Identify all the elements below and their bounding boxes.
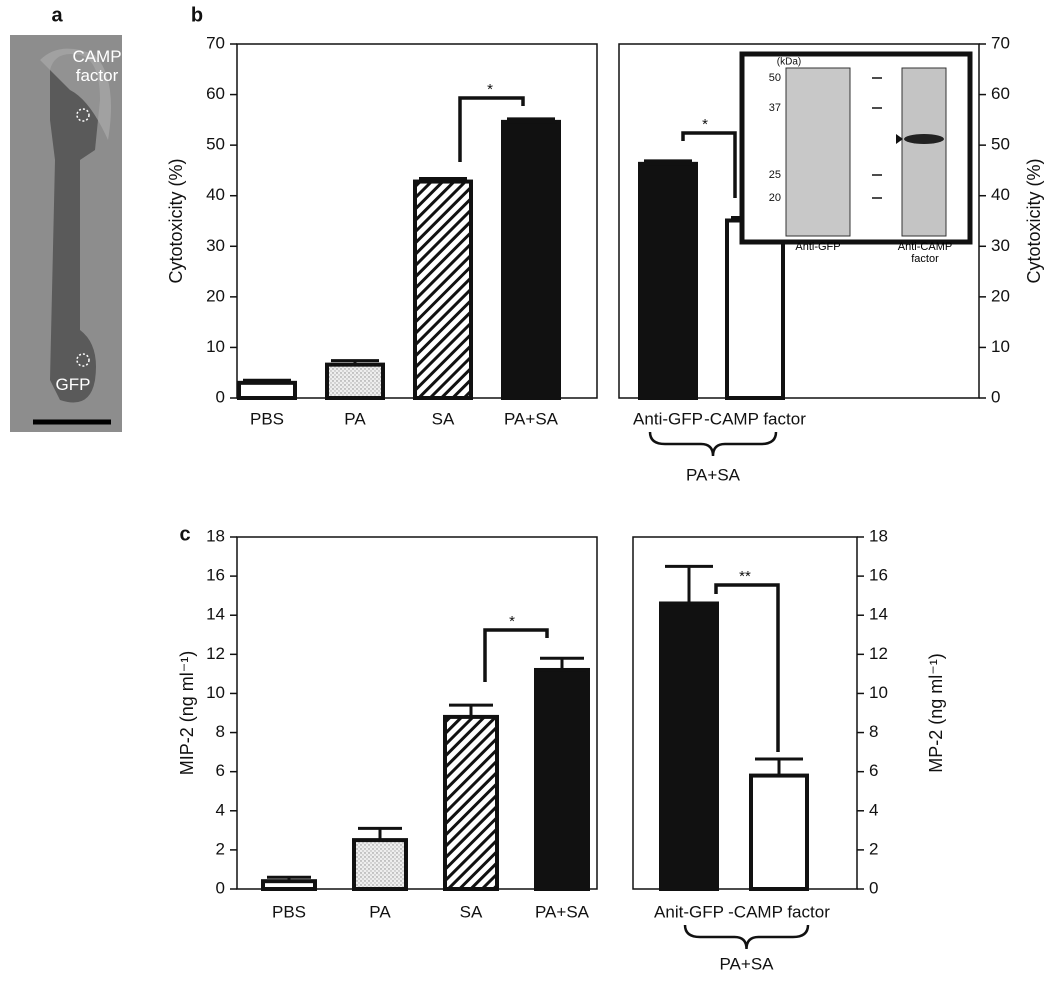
y-tick-label: 12 xyxy=(206,644,225,663)
bar xyxy=(501,119,561,400)
significance-bracket xyxy=(458,96,525,162)
bar xyxy=(352,838,408,891)
significance-bracket xyxy=(714,583,780,752)
significance-bracket xyxy=(483,628,549,682)
group-label: PA+SA xyxy=(686,465,741,484)
blot-lane xyxy=(785,67,851,237)
bar xyxy=(638,161,698,400)
blot-lane xyxy=(901,67,947,237)
bar xyxy=(413,179,473,400)
marker-label: 20 xyxy=(769,192,781,204)
y-tick-label: 0 xyxy=(869,878,878,897)
significance-label: * xyxy=(487,81,493,98)
significance-label: * xyxy=(509,613,515,630)
y-tick-label: 18 xyxy=(206,526,225,545)
marker-label: 37 xyxy=(769,102,781,114)
y-tick-label: 70 xyxy=(991,33,1010,52)
y-tick-label: 4 xyxy=(869,800,878,819)
x-tick-label: -CAMP factor xyxy=(704,409,806,428)
y-tick-label: 0 xyxy=(991,387,1000,406)
x-tick-label: SA xyxy=(460,902,483,921)
group-brace xyxy=(648,431,778,457)
significance-label: ** xyxy=(739,568,751,585)
y-axis-label: MP-2 (ng ml⁻¹) xyxy=(926,653,946,773)
y-tick-label: 50 xyxy=(206,135,225,154)
y-axis-label: Cytotoxicity (%) xyxy=(166,158,186,283)
panel-label: b xyxy=(191,4,203,26)
bar xyxy=(534,667,590,891)
y-tick-label: 16 xyxy=(869,566,888,585)
x-tick-label: PA+SA xyxy=(504,409,559,428)
y-tick-label: 12 xyxy=(869,644,888,663)
lane-label: Anti-CAMP factor xyxy=(897,241,953,266)
image-label: GFP xyxy=(55,375,91,394)
y-tick-label: 30 xyxy=(206,236,225,255)
x-tick-label: PA+SA xyxy=(535,902,590,921)
y-tick-label: 4 xyxy=(216,800,225,819)
y-tick-label: 6 xyxy=(216,761,225,780)
y-tick-label: 8 xyxy=(869,722,878,741)
bar xyxy=(237,380,297,401)
bar xyxy=(261,879,317,892)
micrograph xyxy=(10,35,122,432)
blot-band xyxy=(904,134,944,144)
y-tick-label: 2 xyxy=(216,839,225,858)
y-tick-label: 14 xyxy=(869,605,888,624)
x-tick-label: PBS xyxy=(272,902,306,921)
inset-unit-label: (kDa) xyxy=(777,57,801,68)
bar xyxy=(443,714,499,892)
y-tick-label: 30 xyxy=(991,236,1010,255)
y-tick-label: 0 xyxy=(216,878,225,897)
x-tick-label: PA xyxy=(344,409,366,428)
band-arrow xyxy=(896,134,903,144)
marker-label: 25 xyxy=(769,169,781,181)
significance-label: * xyxy=(702,116,708,133)
y-tick-label: 10 xyxy=(206,683,225,702)
y-tick-label: 14 xyxy=(206,605,225,624)
lane-label: Anti-GFP xyxy=(795,241,841,253)
group-brace xyxy=(683,924,810,950)
y-tick-label: 50 xyxy=(991,135,1010,154)
panel-label: a xyxy=(51,4,63,26)
marker-label: 50 xyxy=(769,72,781,84)
y-tick-label: 20 xyxy=(991,286,1010,305)
y-tick-label: 0 xyxy=(216,387,225,406)
bar xyxy=(659,601,719,891)
significance-bracket xyxy=(681,131,737,198)
y-tick-label: 2 xyxy=(869,839,878,858)
x-tick-label: PBS xyxy=(250,409,284,428)
y-tick-label: 40 xyxy=(991,185,1010,204)
group-label: PA+SA xyxy=(719,954,774,973)
y-tick-label: 16 xyxy=(206,566,225,585)
y-tick-label: 70 xyxy=(206,33,225,52)
y-tick-label: 40 xyxy=(206,185,225,204)
y-tick-label: 8 xyxy=(216,722,225,741)
bar xyxy=(725,218,785,400)
y-tick-label: 6 xyxy=(869,761,878,780)
x-tick-label: -CAMP factor xyxy=(728,902,830,921)
y-axis-label: Cytotoxicity (%) xyxy=(1024,158,1044,283)
plot-frame xyxy=(618,43,980,399)
y-tick-label: 10 xyxy=(206,337,225,356)
bar xyxy=(749,773,809,891)
y-tick-label: 10 xyxy=(991,337,1010,356)
plot-frame xyxy=(236,536,598,890)
y-tick-label: 60 xyxy=(206,84,225,103)
y-tick-label: 18 xyxy=(869,526,888,545)
bar xyxy=(325,362,385,401)
image-label: CAMP factor xyxy=(72,47,122,85)
y-tick-label: 10 xyxy=(869,683,888,702)
x-tick-label: Anit-GFP xyxy=(654,902,724,921)
y-tick-label: 60 xyxy=(991,84,1010,103)
y-axis-label: MIP-2 (ng ml⁻¹) xyxy=(177,651,197,776)
y-tick-label: 20 xyxy=(206,286,225,305)
panel-label: c xyxy=(179,523,190,545)
x-tick-label: PA xyxy=(369,902,391,921)
x-tick-label: Anti-GFP xyxy=(633,409,703,428)
x-tick-label: SA xyxy=(432,409,455,428)
plot-frame xyxy=(632,536,858,890)
